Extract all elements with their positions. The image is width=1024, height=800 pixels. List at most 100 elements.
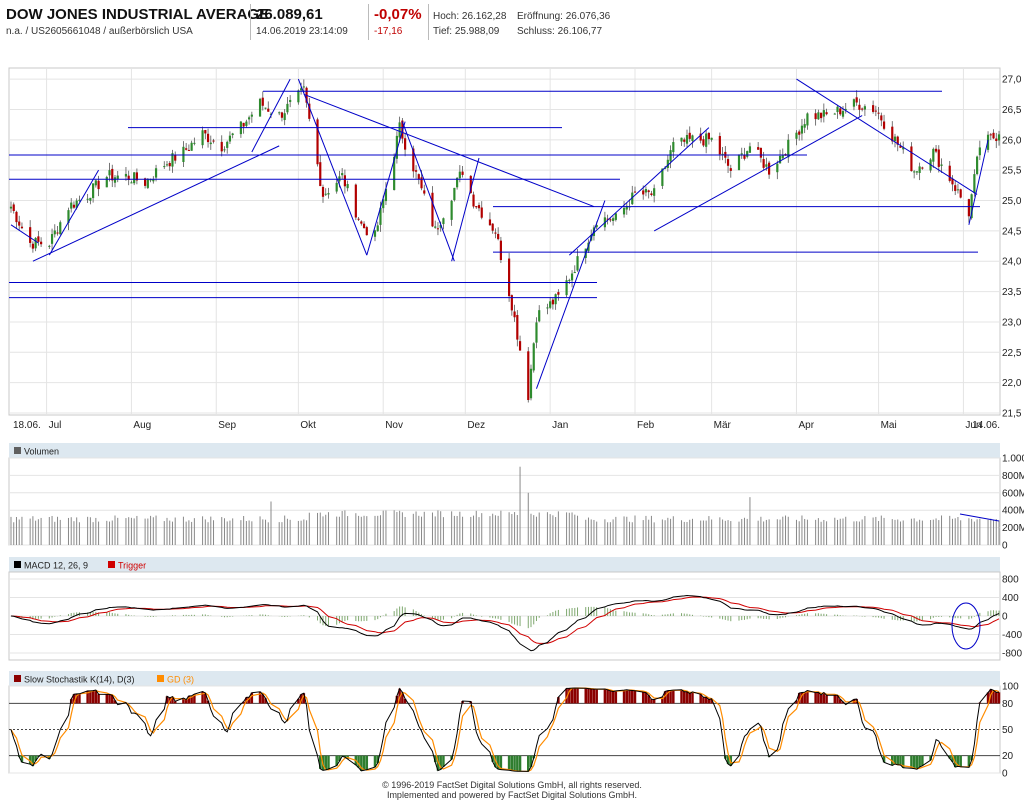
- candle-body: [393, 156, 396, 191]
- price-x-tick-label: Jul: [49, 420, 62, 431]
- candle-body: [324, 193, 327, 195]
- candle-body: [622, 207, 626, 215]
- candle-body: [768, 162, 771, 175]
- price-x-tick-label: Dez: [467, 420, 485, 431]
- candle-body: [59, 222, 62, 235]
- candle-body: [212, 140, 215, 142]
- stoch-y-tick-label: 80: [1002, 699, 1014, 710]
- candle-body: [863, 106, 866, 110]
- candle-body: [680, 137, 683, 142]
- volume-label: Volumen: [24, 447, 59, 457]
- candle-body: [165, 164, 169, 166]
- candle-body: [817, 112, 820, 120]
- candle-body: [316, 119, 319, 165]
- macd-label: MACD 12, 26, 9: [24, 561, 88, 571]
- day-low: Tief: 25.988,09: [433, 26, 500, 37]
- candle-body: [595, 225, 598, 228]
- candle-body: [841, 110, 845, 117]
- stoch-label: Slow Stochastik K(14), D(3): [24, 675, 135, 685]
- candle-body: [245, 121, 248, 126]
- price-x-tick-label: Mai: [881, 420, 897, 431]
- stoch-k-line: [10, 687, 1000, 772]
- candle-body: [729, 168, 732, 171]
- candle-body: [144, 178, 147, 186]
- trendline: [451, 157, 480, 262]
- candle-body: [133, 172, 136, 184]
- candle-body: [997, 134, 1001, 141]
- volume-frame: [8, 457, 1001, 546]
- candle-body: [940, 164, 943, 166]
- candle-body: [535, 322, 538, 343]
- candle-body: [803, 124, 806, 128]
- candle-body: [113, 177, 117, 183]
- candle-body: [527, 351, 530, 401]
- candle-body: [488, 219, 492, 226]
- trigger-label: Trigger: [118, 561, 146, 571]
- candle-body: [491, 223, 494, 231]
- candle-body: [806, 113, 809, 126]
- candle-body: [956, 189, 960, 191]
- trendline: [796, 78, 978, 195]
- price-x-tick-label: Nov: [385, 420, 403, 431]
- volume-grid: [9, 457, 1000, 546]
- candle-body: [934, 148, 938, 152]
- candle-body: [825, 112, 828, 115]
- change-percent: -0,07%: [374, 6, 422, 23]
- candle-body: [718, 136, 721, 155]
- instrument-subtitle: n.a. / US2605661048 / außerbörslich USA: [6, 26, 193, 37]
- volume-y-tick-label: 600M: [1002, 488, 1024, 499]
- candle-body: [31, 243, 34, 249]
- candle-body: [105, 176, 108, 188]
- candle-body: [373, 230, 377, 237]
- candle-body: [882, 121, 886, 129]
- candle-body: [861, 108, 864, 110]
- candle-body: [688, 132, 691, 139]
- candle-body: [872, 105, 875, 112]
- candle-body: [551, 299, 554, 305]
- candle-body: [710, 137, 713, 140]
- candle-body: [362, 223, 366, 229]
- candle-body: [798, 131, 801, 135]
- candle-body: [800, 125, 804, 134]
- candle-body: [647, 190, 650, 193]
- candle-body: [108, 170, 111, 176]
- candle-body: [986, 134, 990, 150]
- candle-body: [283, 113, 286, 121]
- price-trendlines: [10, 78, 989, 389]
- candle-body: [852, 99, 856, 107]
- candle-body: [89, 197, 92, 201]
- price-x-tick-label: Jan: [552, 420, 568, 431]
- price-y-tick-label: 25,0: [1002, 196, 1022, 207]
- candle-body: [50, 234, 54, 244]
- candle-body: [510, 295, 513, 311]
- price-x-ticks: 18.06. Jul Aug Sep Okt Nov Dez Jan Feb Mär Apr Mai J…: [13, 420, 1000, 431]
- candle-body: [286, 103, 289, 113]
- candle-body: [53, 230, 56, 235]
- candle-body: [20, 226, 24, 229]
- candle-body: [776, 163, 779, 173]
- stoch-title-bar: [9, 671, 1000, 686]
- volume-panel: Volumen 0 200M 400M 600M 800M 1.000: [8, 443, 1024, 552]
- candle-body: [248, 117, 251, 120]
- candle-body: [475, 206, 478, 208]
- candle-body: [187, 149, 190, 151]
- candle-body: [669, 150, 672, 162]
- candle-body: [644, 189, 648, 193]
- candle-body: [97, 180, 100, 190]
- candle-body: [513, 311, 516, 318]
- candle-body: [746, 151, 749, 157]
- candle-body: [899, 146, 902, 148]
- macd-legend-swatch: [14, 561, 21, 568]
- candle-body: [174, 155, 177, 161]
- candle-body: [549, 301, 552, 308]
- candle-body: [289, 99, 292, 103]
- candle-body: [989, 134, 992, 136]
- candle-body: [149, 179, 152, 181]
- candle-body: [612, 218, 615, 221]
- candle-body: [193, 142, 196, 144]
- candle-body: [92, 183, 95, 199]
- trendline: [48, 169, 100, 256]
- candle-body: [171, 153, 174, 167]
- candle-body: [683, 139, 686, 142]
